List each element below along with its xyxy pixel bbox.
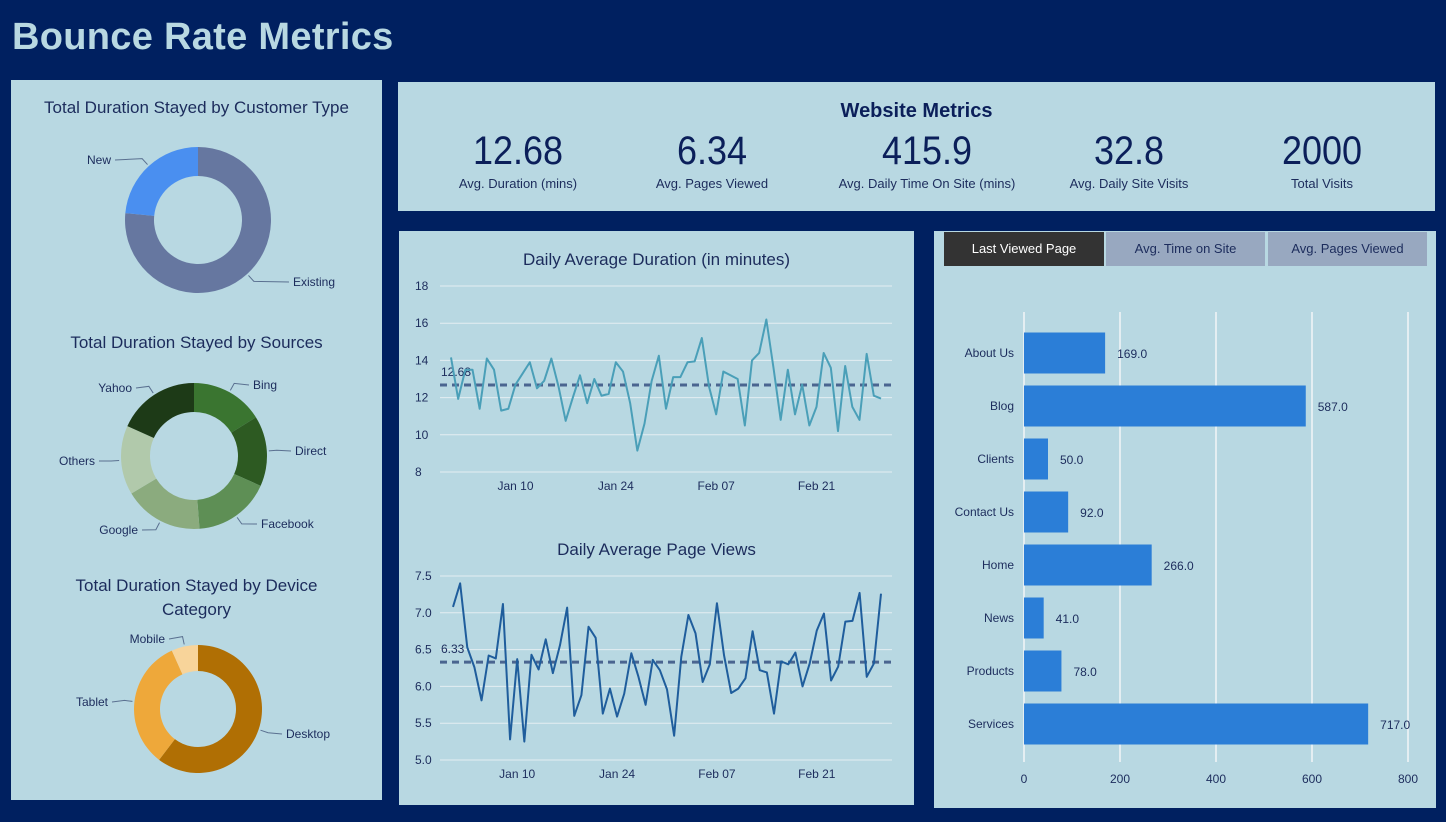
kpi-value: 415.9	[881, 129, 973, 173]
kpi-label: Total Visits	[1291, 176, 1353, 191]
kpi-avg-pages-viewed: 6.34 Avg. Pages Viewed	[602, 128, 822, 191]
tab-avg-time-on-site[interactable]: Avg. Time on Site	[1106, 232, 1265, 266]
kpi-value: 6.34	[676, 129, 748, 173]
tab-last-viewed-page[interactable]: Last Viewed Page	[944, 232, 1104, 266]
kpi-avg-daily-site-visits: 32.8 Avg. Daily Site Visits	[1019, 128, 1239, 191]
dashboard-title: Bounce Rate Metrics	[12, 16, 394, 58]
tab-avg-pages-viewed[interactable]: Avg. Pages Viewed	[1268, 232, 1427, 266]
kpi-value: 32.8	[1093, 129, 1165, 173]
kpi-total-visits: 2000 Total Visits	[1212, 128, 1432, 191]
page-breakdown-panel: Last Viewed Page Avg. Time on Site Avg. …	[934, 231, 1436, 808]
kpi-value: 12.68	[472, 129, 564, 173]
kpi-avg-duration: 12.68 Avg. Duration (mins)	[408, 128, 628, 191]
kpi-value: 2000	[1281, 129, 1363, 173]
donut-panel: Total Duration Stayed by Customer Type T…	[11, 80, 382, 800]
sources-chart-title: Total Duration Stayed by Sources	[70, 333, 323, 352]
kpi-avg-daily-time-on-site: 415.9 Avg. Daily Time On Site (mins)	[817, 128, 1037, 191]
website-metrics-heading: Website Metrics	[840, 100, 993, 122]
line-charts-panel: Daily Average Duration (in minutes) Dail…	[399, 231, 914, 805]
kpi-label: Avg. Daily Site Visits	[1069, 176, 1189, 191]
website-metrics-card: Website Metrics 12.68 Avg. Duration (min…	[398, 82, 1435, 211]
customer-type-chart-title: Total Duration Stayed by Customer Type	[44, 98, 349, 117]
kpi-label: Avg. Daily Time On Site (mins)	[838, 176, 1016, 191]
duration-chart-title: Daily Average Duration (in minutes)	[522, 250, 791, 269]
kpi-label: Avg. Duration (mins)	[458, 176, 578, 191]
page-views-chart-title: Daily Average Page Views	[557, 540, 756, 559]
device-chart-title: Total Duration Stayed by Device Category	[75, 576, 318, 619]
kpi-label: Avg. Pages Viewed	[655, 176, 769, 191]
